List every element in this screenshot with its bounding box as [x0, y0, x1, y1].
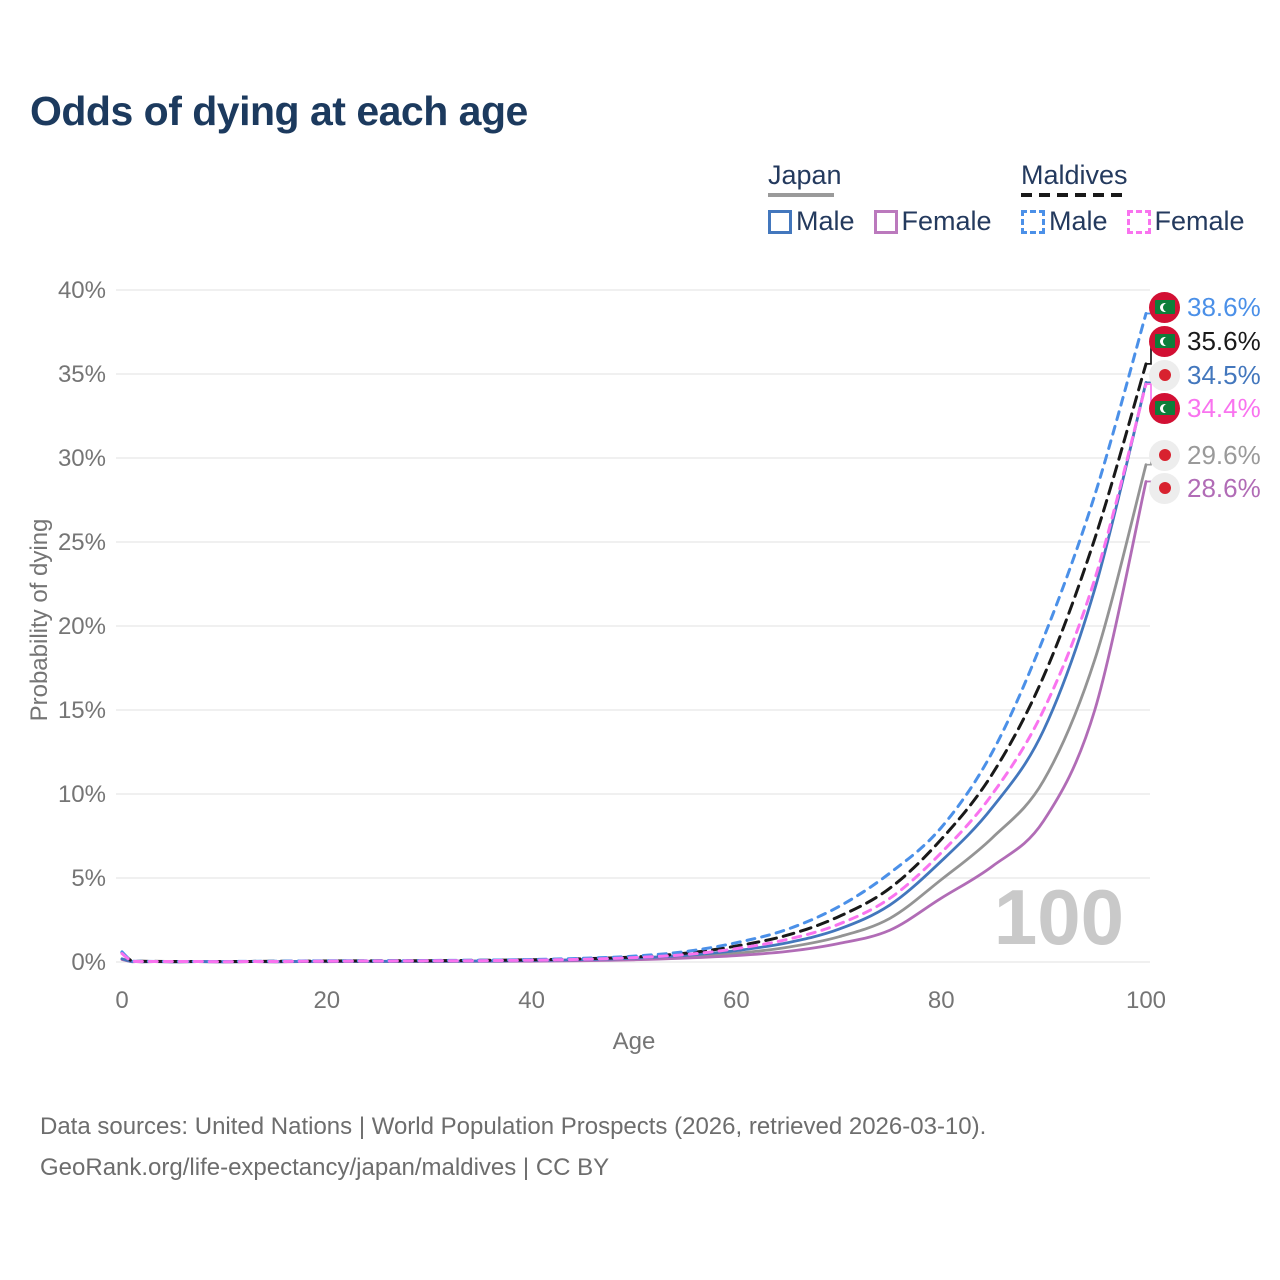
legend-header-japan[interactable]: Japan	[768, 160, 842, 190]
x-axis-tick-label: 40	[518, 987, 545, 1014]
maldives-female-swatch-icon	[1126, 209, 1151, 234]
age-watermark: 100	[994, 873, 1124, 961]
legend-item-maldives-male[interactable]: Male	[1021, 206, 1108, 237]
legend-group-japan: Japan Male Female	[768, 160, 992, 237]
line-japan-male	[120, 381, 1148, 964]
end-label-japan-both: 29.6%	[1149, 439, 1261, 471]
legend-item-label: Female	[901, 206, 992, 236]
legend-header-maldives[interactable]: Maldives	[1021, 160, 1128, 190]
line-japan-female	[120, 480, 1148, 964]
axis-ticks: 0% 5% 10% 15% 20% 25% 30% 35% 40% 0 20 40 60 80 100	[58, 277, 1166, 1014]
japan-flag-icon	[1149, 359, 1180, 391]
maldives-line-style-swatch	[1021, 193, 1125, 197]
y-axis-tick-label: 20%	[58, 613, 106, 640]
legend-item-label: Male	[1049, 206, 1108, 236]
y-axis-tick-label: 40%	[58, 277, 106, 304]
y-axis-tick-label: 5%	[71, 865, 106, 892]
x-axis-title: Age	[613, 1028, 656, 1055]
legend-group-maldives: Maldives Male Female	[1021, 160, 1245, 237]
y-axis-title: Probability of dying	[26, 519, 53, 722]
end-label-value: 35.6%	[1187, 325, 1261, 356]
data-source-line: Data sources: United Nations | World Pop…	[40, 1113, 987, 1140]
x-axis-tick-label: 0	[115, 987, 128, 1014]
series-lines	[120, 312, 1148, 964]
line-maldives-male	[120, 312, 1148, 963]
japan-female-swatch-icon	[873, 209, 898, 234]
legend-item-maldives-female[interactable]: Female	[1126, 206, 1245, 237]
legend-item-japan-female[interactable]: Female	[873, 206, 992, 237]
japan-flag-icon	[1149, 472, 1180, 504]
y-axis-tick-label: 10%	[58, 781, 106, 808]
x-axis-tick-label: 80	[928, 987, 955, 1014]
japan-line-style-swatch	[768, 193, 834, 197]
y-axis-tick-label: 15%	[58, 697, 106, 724]
legend-item-japan-male[interactable]: Male	[768, 206, 855, 237]
legend-item-label: Male	[796, 206, 855, 236]
x-axis-tick-label: 100	[1126, 987, 1166, 1014]
end-label-value: 28.6%	[1187, 472, 1261, 503]
maldives-flag-icon	[1149, 291, 1180, 323]
x-axis-tick-label: 20	[313, 987, 340, 1014]
end-label-value: 38.6%	[1187, 291, 1261, 322]
end-label-maldives-both: 35.6%	[1149, 325, 1261, 357]
end-label-value: 34.4%	[1187, 392, 1261, 423]
x-axis-tick-label: 60	[723, 987, 750, 1014]
end-label-japan-male: 34.5%	[1149, 359, 1261, 391]
attribution-link: GeoRank.org/life-expectancy/japan/maldiv…	[40, 1154, 610, 1181]
line-maldives-female	[120, 382, 1148, 964]
end-label-japan-female: 28.6%	[1149, 472, 1261, 504]
page-title: Odds of dying at each age	[30, 88, 528, 134]
japan-male-swatch-icon	[768, 209, 792, 234]
y-axis-tick-label: 25%	[58, 529, 106, 556]
data-source-caption: Data sources: United Nations | World Pop…	[40, 1106, 986, 1188]
end-label-value: 29.6%	[1187, 439, 1261, 470]
maldives-flag-icon	[1149, 392, 1180, 424]
japan-flag-icon	[1149, 439, 1180, 471]
gridlines	[116, 289, 1150, 963]
legend-item-label: Female	[1154, 206, 1245, 236]
maldives-flag-icon	[1149, 325, 1180, 357]
y-axis-tick-label: 30%	[58, 445, 106, 472]
y-axis-tick-label: 35%	[58, 361, 106, 388]
y-axis-tick-label: 0%	[71, 949, 106, 976]
line-japan-both	[120, 463, 1148, 964]
end-label-maldives-female: 34.4%	[1149, 392, 1261, 424]
line-maldives-both	[120, 362, 1148, 963]
end-label-maldives-male: 38.6%	[1149, 291, 1261, 323]
maldives-male-swatch-icon	[1021, 209, 1045, 234]
end-label-value: 34.5%	[1187, 359, 1261, 390]
